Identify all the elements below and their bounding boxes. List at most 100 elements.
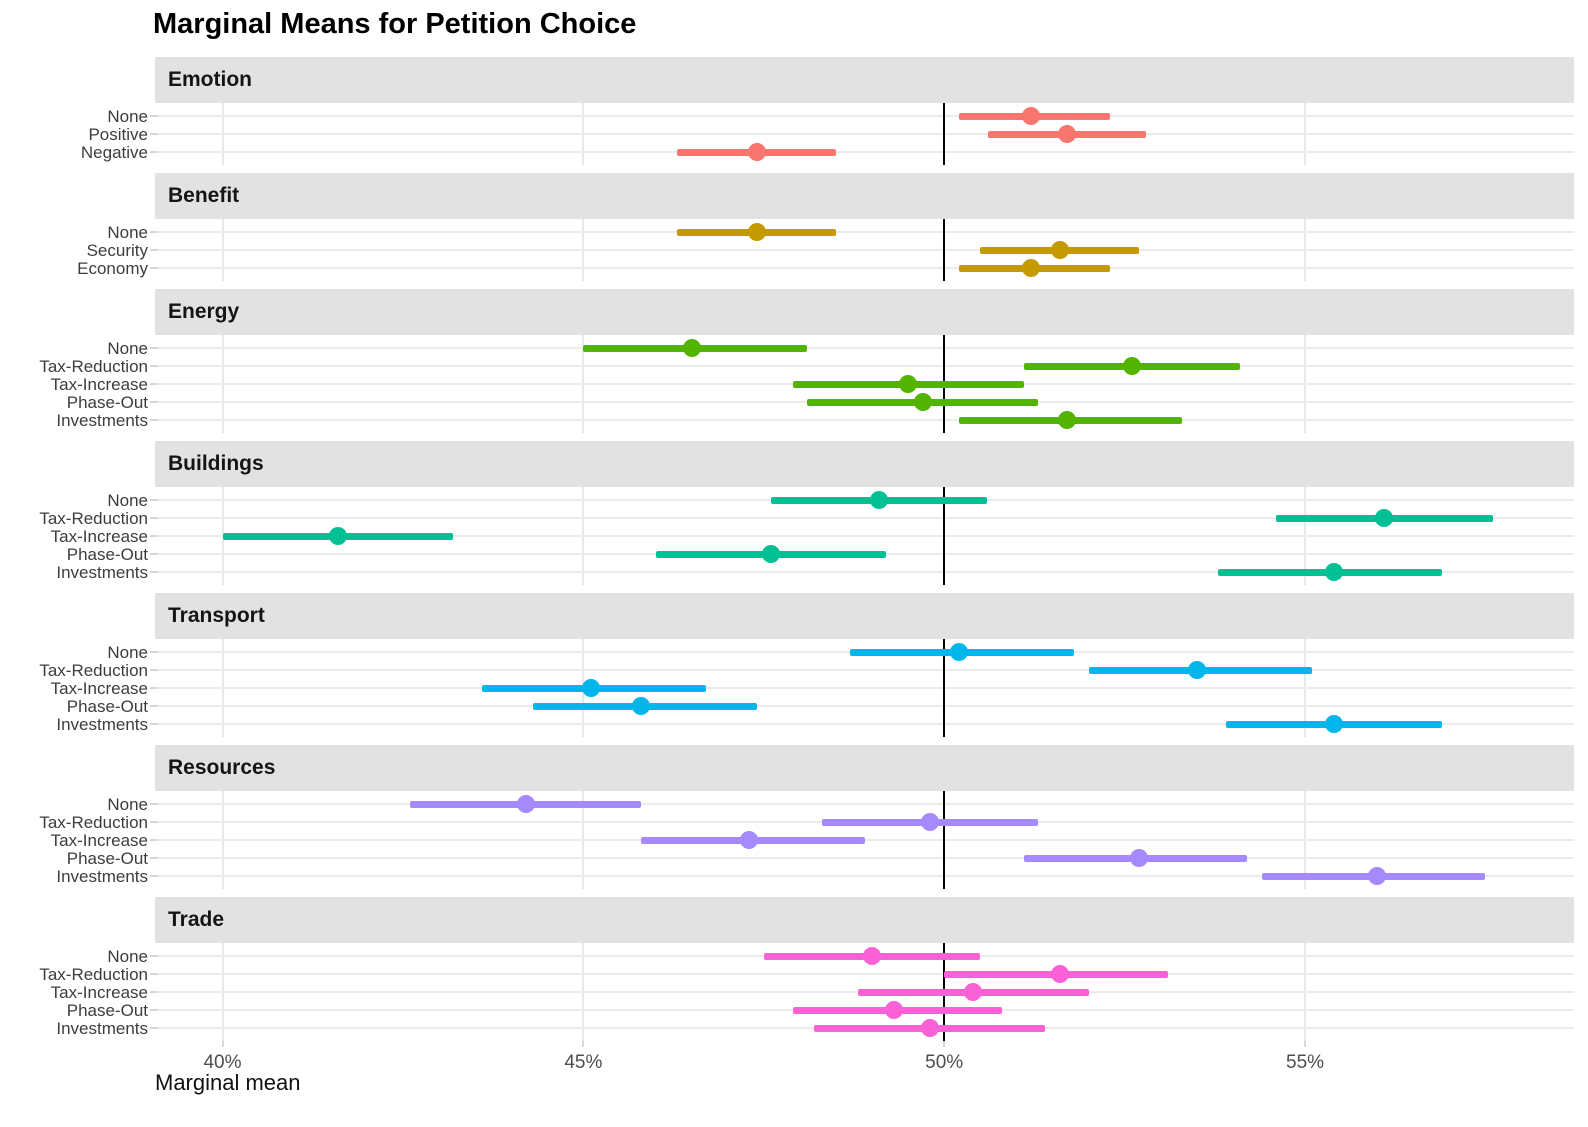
category-label-transport-tax-increase: Tax-Increase [50,679,148,698]
y-axis-tick [150,231,158,233]
category-label-emotion-positive: Positive [88,125,148,144]
category-label-trade-phase-out: Phase-Out [66,1001,148,1020]
category-label-resources-investments: Investments [56,867,148,886]
y-axis-tick [150,571,158,573]
point-energy [1122,357,1141,375]
category-label-benefit-economy: Economy [77,259,148,278]
point-trade [1050,965,1069,983]
category-label-buildings-phase-out: Phase-Out [66,545,148,564]
y-axis-tick [150,973,158,975]
y-axis-tick [150,1009,158,1011]
y-axis-tick [150,419,158,421]
facet-strip-label-emotion: Emotion [168,68,252,91]
point-emotion [747,143,766,161]
facet-strip-trade: Trade [155,897,1574,943]
facet-strip-emotion: Emotion [155,57,1574,103]
category-label-trade-investments: Investments [56,1019,148,1038]
category-label-buildings-tax-increase: Tax-Increase [50,527,148,546]
point-benefit [747,223,766,241]
x-axis-title: Marginal mean [155,1070,301,1095]
category-label-resources-phase-out: Phase-Out [66,849,148,868]
facet-strip-label-benefit: Benefit [168,184,240,207]
gridline-h [158,133,1574,135]
x-tick-label-40: 40% [203,1052,242,1073]
y-axis-tick [150,267,158,269]
y-axis-tick [150,955,158,957]
x-tick-label-55: 55% [1286,1052,1325,1073]
point-resources [1368,867,1387,885]
x-tick-label-45: 45% [564,1052,603,1073]
point-resources [1130,849,1149,867]
y-axis-tick [150,705,158,707]
category-label-emotion-none: None [107,107,148,126]
point-transport [1187,661,1206,679]
gridline-h [158,857,1574,859]
facet-strip-label-buildings: Buildings [168,452,264,475]
reference-line-50pct [943,103,946,165]
point-transport [581,679,600,697]
category-label-transport-tax-reduction: Tax-Reduction [39,661,148,680]
point-energy [1057,411,1076,429]
point-buildings [870,491,889,509]
category-label-trade-none: None [107,947,148,966]
category-label-emotion-negative: Negative [80,143,148,162]
point-resources [516,795,535,813]
x-tick-label-50: 50% [925,1052,964,1073]
y-axis-tick [150,115,158,117]
point-trade [863,947,882,965]
facet-strip-label-energy: Energy [168,300,240,323]
y-axis-tick [150,365,158,367]
category-label-trade-tax-reduction: Tax-Reduction [39,965,148,984]
category-label-transport-phase-out: Phase-Out [66,697,148,716]
point-trade [920,1019,939,1037]
point-energy [913,393,932,411]
facet-strip-label-trade: Trade [168,908,225,931]
category-label-resources-none: None [107,795,148,814]
point-buildings [328,527,347,545]
y-axis-tick [150,499,158,501]
y-axis-tick [150,133,158,135]
gridline-h [158,839,1574,841]
y-axis-tick [150,687,158,689]
y-axis-tick [150,669,158,671]
category-label-energy-phase-out: Phase-Out [66,393,148,412]
category-label-energy-tax-reduction: Tax-Reduction [39,357,148,376]
gridline-h [158,151,1574,153]
y-axis-tick [150,991,158,993]
facet-strip-transport: Transport [155,593,1574,639]
facet-strip-benefit: Benefit [155,173,1574,219]
point-transport [949,643,968,661]
gridline-h [158,973,1574,975]
category-label-benefit-none: None [107,223,148,242]
point-resources [920,813,939,831]
y-axis-tick [150,517,158,519]
category-label-buildings-investments: Investments [56,563,148,582]
gridline-h [158,115,1574,117]
category-label-resources-tax-reduction: Tax-Reduction [39,813,148,832]
x-axis-tick [1304,1041,1307,1047]
y-axis-tick [150,1027,158,1029]
gridline-h [158,687,1574,689]
gridline-h [158,723,1574,725]
point-buildings [761,545,780,563]
facet-strip-label-transport: Transport [168,604,265,627]
point-trade [884,1001,903,1019]
y-axis-tick [150,535,158,537]
gridline-h [158,669,1574,671]
category-label-buildings-none: None [107,491,148,510]
y-axis-tick [150,249,158,251]
x-axis-tick [221,1041,224,1047]
point-buildings [1324,563,1343,581]
point-trade [964,983,983,1001]
category-label-transport-none: None [107,643,148,662]
y-axis-tick [150,857,158,859]
gridline-h [158,419,1574,421]
facet-strip-buildings: Buildings [155,441,1574,487]
category-label-energy-tax-increase: Tax-Increase [50,375,148,394]
gridline-h [158,875,1574,877]
y-axis-tick [150,347,158,349]
gridline-h [158,803,1574,805]
gridline-h [158,231,1574,233]
x-axis-tick [943,1041,946,1047]
